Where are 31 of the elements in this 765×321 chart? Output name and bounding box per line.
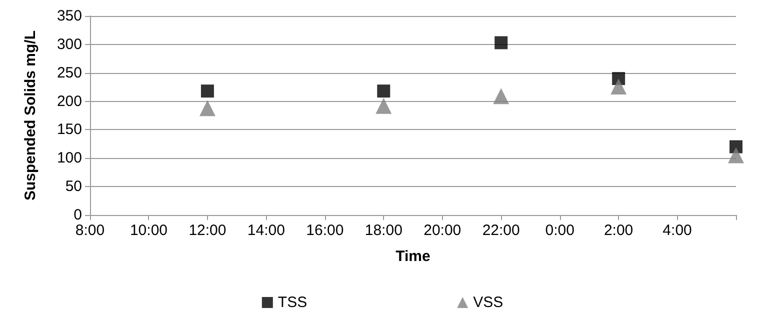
point (493, 88, 510, 104)
x-axis-title: Time (396, 248, 430, 265)
x-tick-label: 4:00 (662, 222, 692, 239)
y-tick-label: 350 (56, 8, 82, 24)
point (610, 78, 627, 95)
x-tick-label: 18:00 (364, 222, 402, 239)
y-tick-label: 50 (65, 178, 82, 196)
x-tick-label: 12:00 (188, 222, 226, 239)
y-tick-label: 150 (56, 121, 82, 138)
x-tick-label: 10:00 (130, 222, 168, 239)
x-tick-label: 20:00 (424, 222, 462, 239)
y-tick-label: 100 (56, 150, 82, 167)
x-tick-label: 22:00 (482, 222, 520, 239)
x-tick-label: 8:00 (75, 222, 105, 239)
x-tick-label: 14:00 (247, 222, 285, 239)
legend-label: VSS (473, 294, 504, 311)
point (199, 100, 216, 116)
y-tick-label: 200 (56, 92, 82, 110)
y-tick-label: 250 (56, 64, 82, 82)
point (377, 84, 390, 98)
x-tick-label: 0:00 (545, 222, 574, 239)
point (376, 98, 392, 114)
y-tick-label: 0 (74, 206, 82, 224)
point (200, 84, 214, 98)
x-tick-label: 2:00 (604, 222, 634, 239)
point (728, 147, 744, 164)
point (494, 36, 508, 50)
y-tick-label: 300 (56, 36, 82, 53)
legend-label: TSS (278, 294, 308, 311)
x-tick-label: 16:00 (306, 222, 344, 239)
y-axis-title: Suspended Solids mg/L (22, 30, 39, 201)
